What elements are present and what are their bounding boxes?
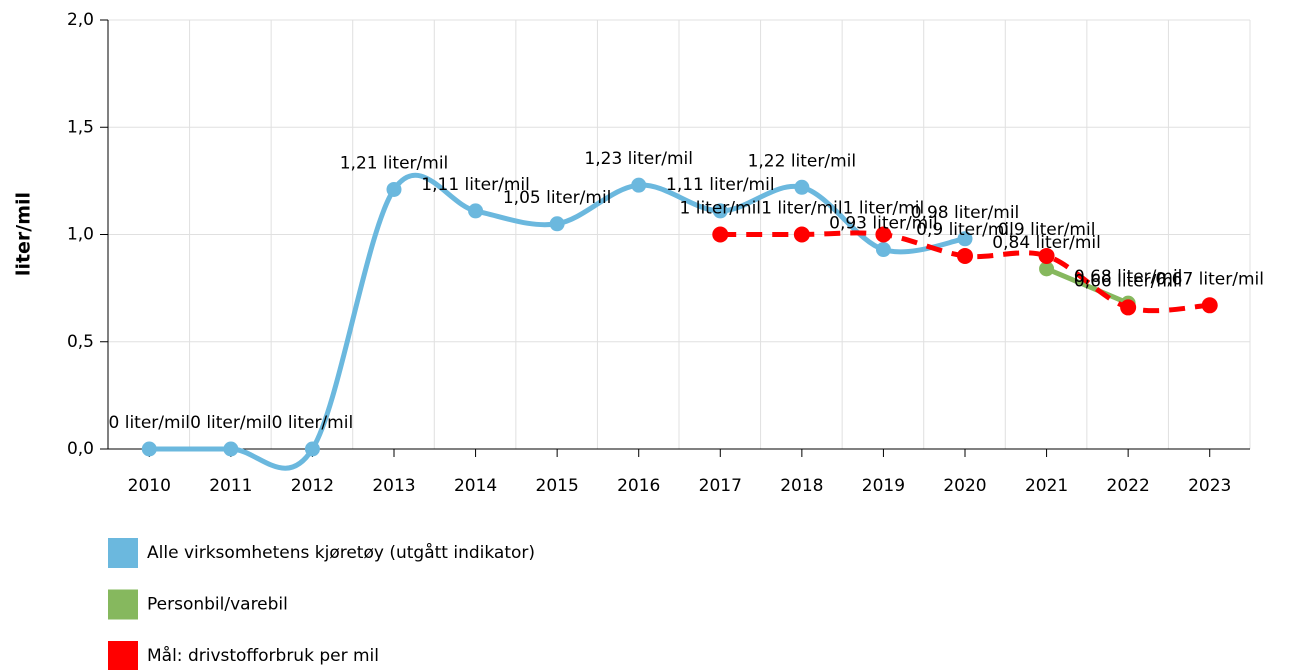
data-label: 0,68 liter/mil <box>1074 267 1183 287</box>
x-tick-label: 2010 <box>128 476 171 496</box>
legend-swatch <box>108 641 138 670</box>
data-label: 0 liter/mil <box>109 413 191 433</box>
data-point <box>957 247 973 264</box>
data-label: 1,21 liter/mil <box>340 153 449 173</box>
x-tick-label: 2022 <box>1107 476 1150 496</box>
x-tick-label: 2021 <box>1025 476 1068 496</box>
data-label: 0,9 liter/mil <box>916 220 1014 240</box>
x-tick-label: 2023 <box>1188 476 1231 496</box>
x-tick-label: 2014 <box>454 476 497 496</box>
data-label: 1 liter/mil <box>843 199 925 219</box>
data-label: 1 liter/mil <box>680 199 762 219</box>
data-point <box>793 226 810 243</box>
data-label: 0,93 liter/mil <box>829 214 938 234</box>
legend-swatch <box>108 538 138 568</box>
x-tick-label: 2017 <box>699 476 742 496</box>
data-point <box>712 203 728 219</box>
data-label: 0,98 liter/mil <box>911 203 1020 223</box>
data-label: 1,23 liter/mil <box>584 149 693 169</box>
data-label: 1,11 liter/mil <box>421 175 530 195</box>
x-tick-label: 2011 <box>209 476 252 496</box>
data-point <box>875 226 892 243</box>
data-point <box>386 181 402 197</box>
data-point <box>468 203 484 219</box>
data-label: 1,22 liter/mil <box>748 151 857 171</box>
data-label: 1 liter/mil <box>761 199 843 219</box>
y-tick-label: 0,0 <box>67 439 94 459</box>
data-point <box>549 216 565 232</box>
data-point <box>631 177 647 193</box>
series-line <box>146 172 968 471</box>
data-label: 0 liter/mil <box>190 413 272 433</box>
y-tick-label: 1,5 <box>67 117 94 137</box>
data-point <box>957 231 973 247</box>
y-axis-label: liter/mil <box>13 192 35 276</box>
x-tick-label: 2019 <box>862 476 905 496</box>
y-tick-label: 2,0 <box>67 10 94 30</box>
data-point <box>1039 261 1055 277</box>
x-tick-label: 2016 <box>617 476 660 496</box>
data-point <box>794 179 810 195</box>
data-label: 0,66 liter/mil <box>1074 271 1183 291</box>
data-point <box>875 242 891 258</box>
y-tick-label: 0,5 <box>67 332 94 352</box>
data-label: 0,67 liter/mil <box>1155 269 1264 289</box>
x-tick-label: 2015 <box>536 476 579 496</box>
legend-swatch <box>108 589 138 620</box>
data-label: 1,05 liter/mil <box>503 188 612 208</box>
data-point <box>1120 299 1137 316</box>
data-label: 0,84 liter/mil <box>992 233 1101 253</box>
data-label: 0,9 liter/mil <box>998 220 1096 240</box>
data-point <box>141 441 157 457</box>
y-tick-label: 1,0 <box>67 225 94 245</box>
x-tick-label: 2018 <box>780 476 823 496</box>
data-label: 1,11 liter/mil <box>666 175 775 195</box>
legend-label: Personbil/varebil <box>147 595 288 615</box>
x-tick-label: 2013 <box>372 476 415 496</box>
legend-label: Mål: drivstofforbruk per mil <box>147 645 379 666</box>
data-point <box>1201 297 1218 314</box>
data-point <box>1038 247 1055 264</box>
x-tick-label: 2020 <box>943 476 986 496</box>
data-point <box>712 226 729 243</box>
data-label: 0 liter/mil <box>272 413 354 433</box>
legend-label: Alle virksomhetens kjøretøy (utgått indi… <box>147 542 535 563</box>
x-tick-label: 2012 <box>291 476 334 496</box>
data-point <box>223 441 239 457</box>
data-point <box>304 441 320 457</box>
